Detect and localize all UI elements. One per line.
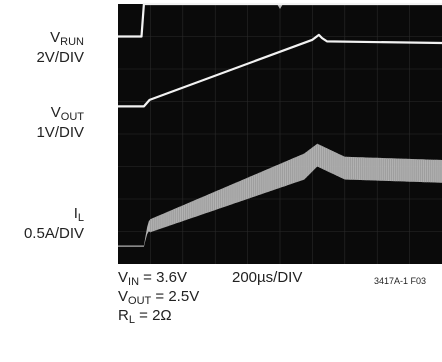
vrun-scale: 2V/DIV bbox=[36, 49, 84, 66]
il-label-main: I bbox=[73, 205, 78, 222]
vout-cond-value: = 2.5V bbox=[151, 288, 200, 305]
il-label-sub: L bbox=[77, 212, 84, 224]
rl-value: = 2Ω bbox=[134, 307, 172, 324]
vout-label-main: V bbox=[50, 104, 61, 121]
vin-main: V bbox=[118, 269, 129, 286]
vout-label: VOUT 1V/DIV bbox=[0, 105, 84, 141]
traces bbox=[118, 2, 442, 247]
rl-condition: RL = 2Ω bbox=[118, 307, 172, 329]
vin-value: = 3.6V bbox=[139, 269, 187, 286]
vout-scale: 1V/DIV bbox=[36, 124, 84, 141]
figure-id: 3417A-1 F03 bbox=[374, 276, 427, 286]
trace-il bbox=[118, 143, 442, 247]
trace-vrun bbox=[118, 2, 442, 38]
il-label: IL 0.5A/DIV bbox=[0, 206, 84, 242]
rl-sub: L bbox=[128, 314, 135, 326]
vrun-label-sub: RUN bbox=[60, 36, 84, 48]
vout-label-sub: OUT bbox=[60, 111, 84, 123]
trace-vout bbox=[118, 33, 442, 108]
rl-main: R bbox=[118, 307, 129, 324]
timebase-label: 200µs/DIV bbox=[232, 269, 303, 286]
vout-cond-sub: OUT bbox=[128, 295, 152, 307]
vrun-label: VRUN 2V/DIV bbox=[0, 30, 84, 66]
vin-sub: IN bbox=[128, 276, 140, 288]
vout-condition: VOUT = 2.5V bbox=[118, 288, 199, 310]
vrun-label-main: V bbox=[50, 29, 61, 46]
trigger-marker bbox=[277, 4, 283, 9]
il-scale: 0.5A/DIV bbox=[23, 225, 84, 242]
vin-condition: VIN = 3.6V bbox=[118, 269, 187, 291]
vout-cond-main: V bbox=[118, 288, 129, 305]
